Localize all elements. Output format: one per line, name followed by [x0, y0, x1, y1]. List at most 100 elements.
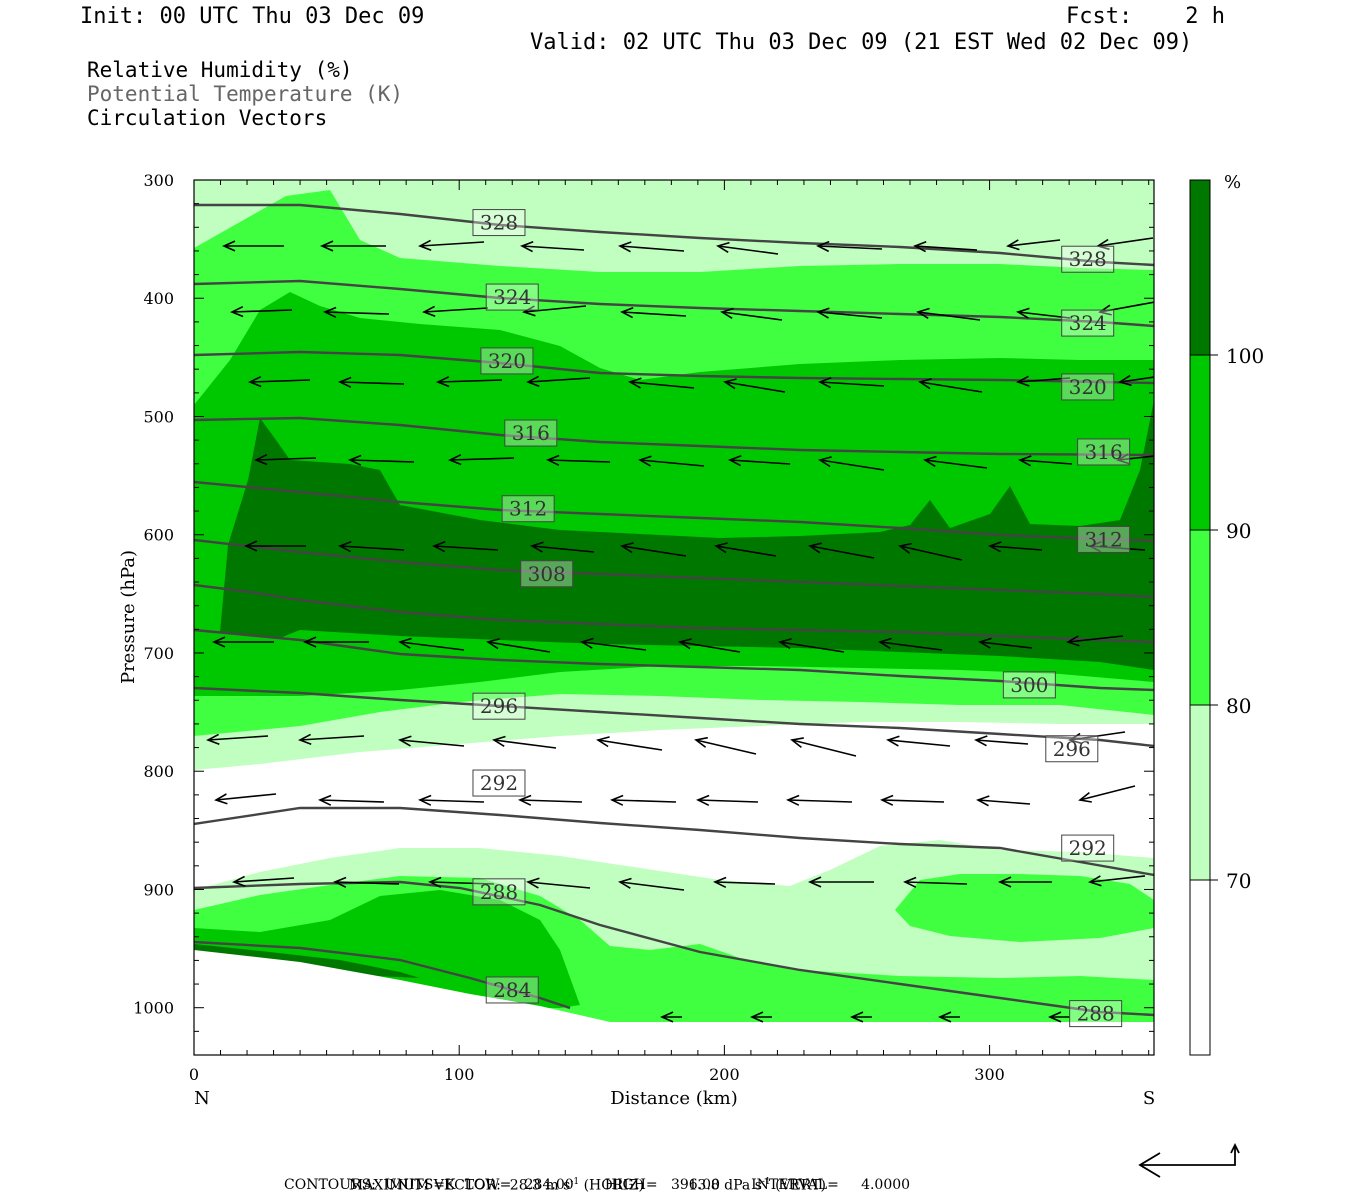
- contours-line: CONTOURS: UNITS=K LOW= 284.00 HIGH= 396.…: [284, 1177, 911, 1193]
- theta-label-text: 312: [1085, 527, 1123, 551]
- theta-label-324: 324: [1061, 309, 1115, 337]
- theta-label-text: 300: [1010, 673, 1048, 697]
- theta-contour-300: [194, 628, 1154, 692]
- circulation-vector-arrow: [522, 305, 587, 317]
- circulation-vector-arrow: [333, 876, 400, 888]
- circulation-vector-arrow: [694, 736, 757, 755]
- theta-label-text: 316: [512, 421, 550, 445]
- colorbar-segment: [1190, 355, 1210, 530]
- theta-label-text: 316: [1085, 440, 1123, 464]
- circulation-vector-arrow: [348, 454, 415, 466]
- circulation-vector-arrow: [850, 1011, 872, 1023]
- circulation-vector-arrow: [816, 240, 883, 253]
- theta-contour-312: [194, 480, 1154, 543]
- field-label-rh: Relative Humidity (%): [87, 58, 353, 82]
- reference-vector-icon: [1138, 1142, 1240, 1178]
- circulation-vector-arrow: [696, 794, 759, 807]
- circulation-vector-arrow: [618, 877, 685, 891]
- y-tick-label: 400: [143, 289, 174, 308]
- colorbar-level-label: 90: [1226, 519, 1251, 543]
- max-vector-line: MAXIMUM VECTOR: 28.3 m s-1 (HORIZ) 13.8 …: [340, 1158, 826, 1194]
- theta-label-text: 320: [488, 349, 526, 373]
- circulation-vector-arrow: [660, 1011, 682, 1023]
- theta-label-316: 316: [504, 419, 558, 447]
- theta-label-box: [1045, 735, 1099, 763]
- theta-label-box: [485, 283, 539, 311]
- theta-contour-292: [194, 806, 1154, 877]
- theta-label-box: [1069, 1000, 1123, 1028]
- x-tick-label: 0: [189, 1065, 199, 1084]
- circulation-vector-arrow: [750, 1011, 772, 1023]
- circulation-vectors: [206, 237, 1154, 1023]
- theta-label-320: 320: [480, 347, 534, 375]
- circulation-vector-arrow: [898, 542, 963, 561]
- rh-band-100-plus-low: [194, 944, 420, 978]
- theta-label-312: 312: [501, 495, 555, 523]
- rh-band-100-plus: [220, 400, 1154, 670]
- circulation-vector-arrow: [923, 455, 988, 469]
- circulation-vector-arrow: [338, 376, 405, 388]
- circulation-vector-arrow: [1048, 1011, 1070, 1023]
- circulation-vector-arrow: [638, 455, 705, 467]
- field-label-vectors: Circulation Vectors: [87, 106, 328, 130]
- circulation-vector-arrow: [254, 453, 317, 466]
- theta-label-box: [1002, 671, 1056, 699]
- circulation-vector-arrow: [1006, 239, 1061, 251]
- theta-label-308: 308: [520, 560, 574, 588]
- circulation-vector-arrow: [913, 241, 978, 253]
- circulation-vector-arrow: [1118, 374, 1154, 387]
- circulation-vector-arrow: [808, 876, 874, 888]
- circulation-vector-arrow: [998, 876, 1052, 888]
- y-tick-label: 600: [143, 526, 174, 545]
- theta-label-text: 288: [480, 880, 518, 904]
- terrain-below-ground: [194, 950, 1154, 1055]
- circulation-vector-arrow: [790, 737, 857, 757]
- theta-label-text: 296: [480, 694, 518, 718]
- theta-label-text: 288: [1077, 1002, 1115, 1026]
- circulation-vector-arrow: [1088, 541, 1146, 553]
- circulation-vector-arrow: [610, 794, 677, 806]
- circulation-vector-arrow: [978, 637, 1033, 649]
- theta-label-box: [472, 692, 526, 720]
- circulation-vector-arrow: [214, 793, 277, 805]
- theta-label-box: [1077, 438, 1131, 466]
- y-tick-label: 700: [143, 644, 174, 663]
- circulation-vector-arrow: [546, 454, 611, 466]
- circulation-vector-arrow: [878, 637, 943, 651]
- vert-exponent: -1: [761, 1177, 771, 1187]
- theta-label-324: 324: [485, 283, 539, 311]
- circulation-vector-arrow: [418, 239, 485, 251]
- circulation-vector-arrow: [298, 733, 365, 745]
- theta-label-box: [1077, 525, 1131, 553]
- circulation-vector-arrow: [728, 455, 791, 467]
- colorbar-segment: [1190, 880, 1210, 1055]
- circulation-vector-arrow: [248, 375, 311, 388]
- horiz-tag: (HORIZ): [583, 1177, 644, 1194]
- y-tick-label: 300: [143, 171, 174, 190]
- circulation-vector-arrow: [520, 241, 585, 253]
- theta-label-box: [480, 347, 534, 375]
- circulation-vector-arrow: [713, 876, 776, 889]
- circulation-vector-arrow: [880, 794, 945, 806]
- horiz-unit: m s: [545, 1177, 571, 1194]
- circulation-vector-arrow: [530, 541, 595, 553]
- theta-label-292: 292: [1061, 834, 1115, 862]
- y-tick-label: 800: [143, 762, 174, 781]
- colorbar-level-label: 100: [1226, 344, 1264, 368]
- theta-label-296: 296: [472, 692, 526, 720]
- x-axis-label: Distance (km): [610, 1088, 737, 1109]
- circulation-vector-arrow: [918, 378, 983, 393]
- theta-label-text: 296: [1053, 737, 1091, 761]
- theta-label-292: 292: [472, 769, 526, 797]
- init-time: Init: 00 UTC Thu 03 Dec 09: [80, 4, 425, 29]
- theta-contour-316: [194, 416, 1154, 457]
- colorbar-segment: [1190, 705, 1210, 880]
- circulation-vector-arrow: [720, 307, 783, 321]
- circulation-vector-arrow: [318, 794, 385, 806]
- x-end-label-north: N: [194, 1088, 210, 1109]
- circulation-vector-arrow: [338, 541, 405, 553]
- theta-label-text: 292: [480, 771, 518, 795]
- circulation-vector-arrow: [1088, 875, 1146, 887]
- circulation-vector-arrow: [526, 877, 591, 889]
